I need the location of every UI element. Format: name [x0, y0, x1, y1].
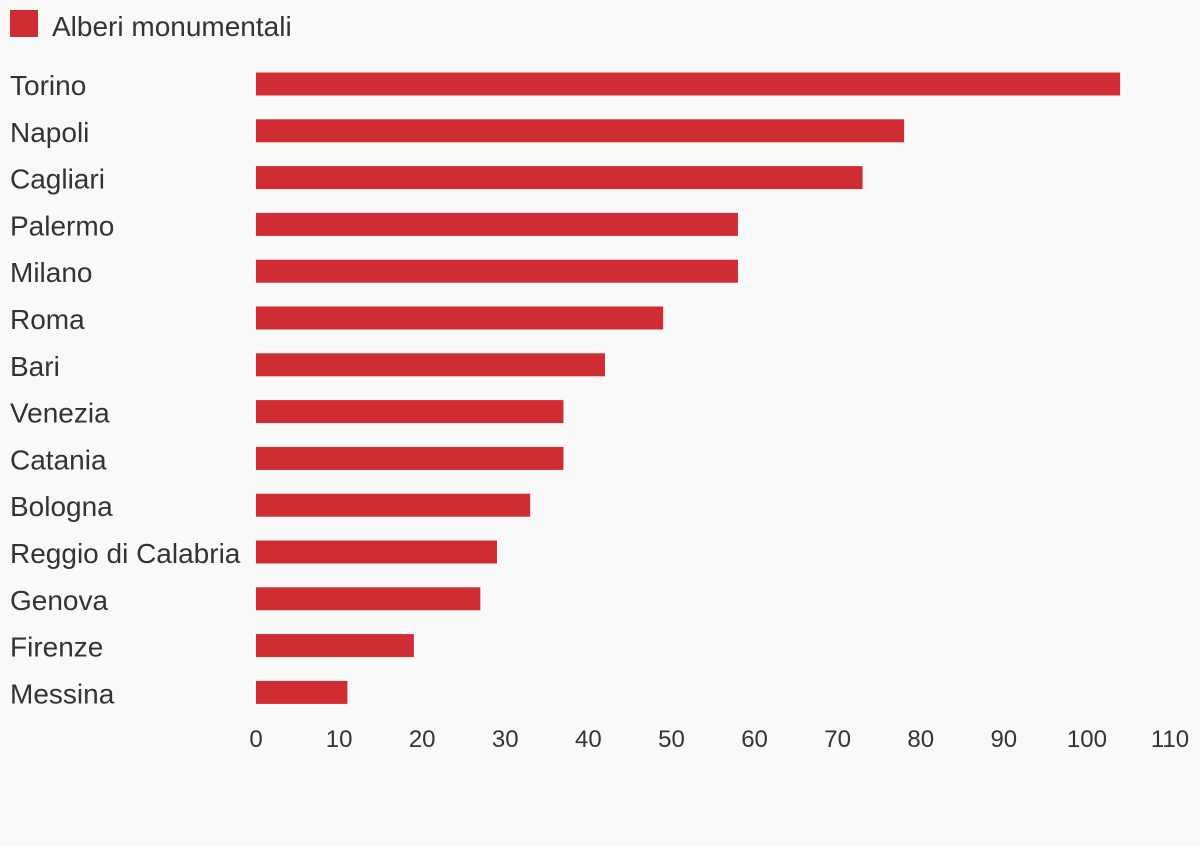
bar — [256, 680, 348, 704]
x-tick-label: 110 — [1151, 726, 1189, 753]
category-label: Catania — [10, 444, 107, 475]
bar — [256, 634, 414, 658]
bar — [256, 72, 1121, 96]
bar — [256, 166, 863, 190]
bar — [256, 212, 738, 236]
x-tick-label: 90 — [990, 726, 1017, 753]
category-label: Reggio di Calabria — [10, 538, 241, 569]
bars — [256, 72, 1121, 704]
category-label: Venezia — [10, 398, 110, 429]
x-tick-label: 10 — [326, 726, 353, 753]
x-tick-label: 30 — [492, 726, 519, 753]
legend-label: Alberi monumentali — [52, 11, 292, 42]
bar — [256, 353, 605, 377]
bar — [256, 400, 564, 424]
x-tick-label: 50 — [658, 726, 685, 753]
bar — [256, 587, 481, 611]
category-labels: Torino Napoli Cagliari Palermo Milano Roma Bar… — [10, 70, 241, 709]
x-tick-label: 20 — [409, 726, 436, 753]
category-label: Bologna — [10, 491, 113, 522]
legend: Alberi monumentali — [10, 10, 292, 42]
category-label: Bari — [10, 351, 60, 382]
category-label: Palermo — [10, 210, 114, 241]
category-label: Messina — [10, 678, 115, 709]
x-axis: 0 10 20 30 40 50 60 70 80 90 100 110 — [249, 726, 1189, 753]
x-tick-label: 60 — [741, 726, 768, 753]
x-tick-label: 70 — [824, 726, 851, 753]
x-tick-label: 40 — [575, 726, 602, 753]
x-tick-label: 80 — [907, 726, 934, 753]
category-label: Milano — [10, 257, 92, 288]
bar — [256, 306, 664, 330]
legend-swatch — [10, 10, 38, 37]
x-tick-label: 100 — [1067, 726, 1107, 753]
category-label: Cagliari — [10, 164, 105, 195]
bar — [256, 119, 905, 143]
bar — [256, 493, 531, 517]
category-label: Napoli — [10, 117, 89, 148]
category-label: Genova — [10, 585, 108, 616]
category-label: Roma — [10, 304, 85, 335]
category-label: Firenze — [10, 632, 103, 663]
bar — [256, 259, 738, 283]
category-label: Torino — [10, 70, 86, 101]
bar — [256, 540, 497, 564]
x-tick-label: 0 — [249, 726, 262, 753]
bar — [256, 446, 564, 470]
